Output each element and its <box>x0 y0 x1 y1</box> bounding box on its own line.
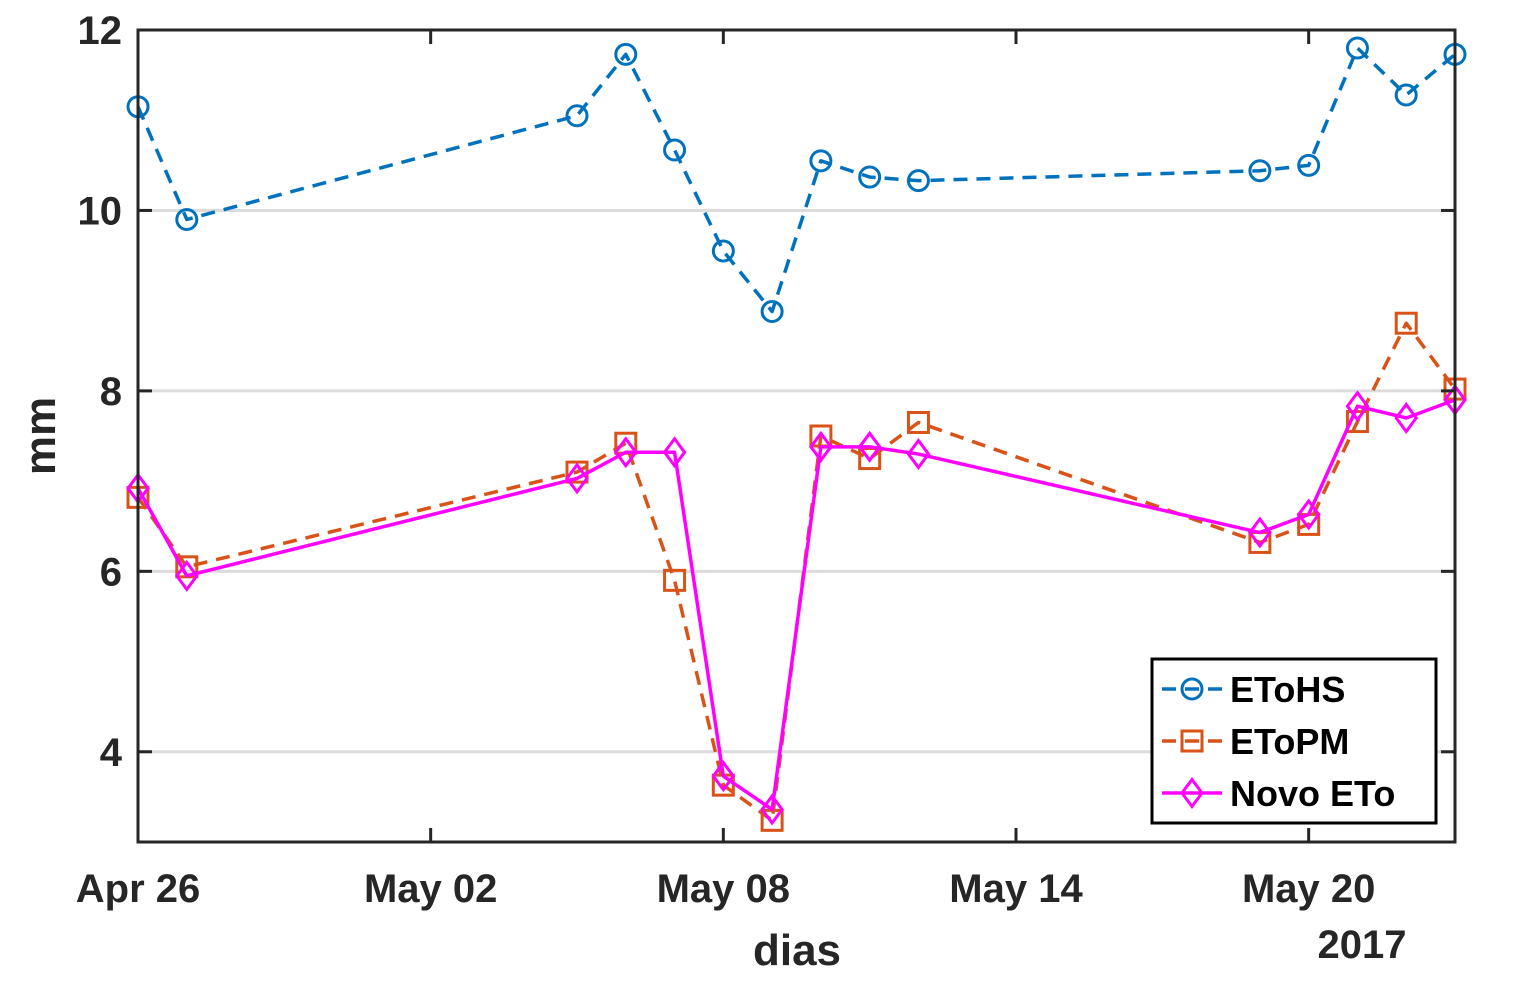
legend-entry: EToPM <box>1230 721 1349 762</box>
x-axis-label: dias <box>753 926 841 975</box>
data-point <box>1345 36 1369 60</box>
legend-marker <box>1180 729 1204 753</box>
y-tick-label: 6 <box>100 550 122 594</box>
y-tick-label: 12 <box>78 9 123 53</box>
data-point <box>711 239 735 263</box>
legend-entry: Novo ETo <box>1230 773 1395 814</box>
data-point <box>175 207 199 231</box>
data-point <box>906 410 930 434</box>
data-point <box>1394 83 1418 107</box>
data-point <box>1345 410 1369 434</box>
series-line <box>136 398 1456 812</box>
data-point <box>760 299 784 323</box>
y-tick-label: 10 <box>78 189 123 233</box>
data-point <box>1248 159 1272 183</box>
series-2 <box>126 383 1467 826</box>
data-point <box>614 42 638 66</box>
data-point <box>1394 401 1419 434</box>
series-0 <box>126 36 1467 323</box>
axis-ticks: 4 6 8 10 12 Apr 26 May 02 May 08 May 14 May 20 <box>76 9 1455 911</box>
series-layer <box>126 36 1467 832</box>
legend: EToHS EToPM Novo ETo <box>1150 657 1438 825</box>
x-axis-year-label: 2017 <box>1318 923 1407 967</box>
data-point <box>1297 153 1321 177</box>
x-tick-label: May 20 <box>1242 867 1375 911</box>
x-tick-label: May 08 <box>657 867 790 911</box>
data-point <box>663 568 687 592</box>
data-point <box>906 438 931 471</box>
legend-entry: EToHS <box>1230 669 1345 710</box>
x-tick-label: May 14 <box>949 867 1083 911</box>
plot-frame <box>136 28 1457 844</box>
data-point <box>906 169 930 193</box>
data-point <box>174 559 199 592</box>
data-point <box>613 436 638 469</box>
data-point <box>858 165 882 189</box>
series-line <box>136 46 1457 314</box>
data-point <box>1394 311 1418 335</box>
data-point <box>711 760 736 793</box>
legend-marker <box>1180 776 1204 810</box>
data-point <box>565 462 589 495</box>
data-point <box>857 430 882 463</box>
data-point <box>663 138 687 162</box>
data-point <box>565 104 589 128</box>
y-tick-label: 8 <box>100 370 122 414</box>
data-point <box>662 436 687 469</box>
grid-lines <box>138 28 1455 754</box>
legend-marker <box>1180 677 1204 701</box>
data-point <box>1248 516 1272 549</box>
data-point <box>1345 390 1370 423</box>
series-line <box>136 321 1457 823</box>
x-tick-label: May 02 <box>364 867 497 911</box>
x-tick-label: Apr 26 <box>76 867 201 911</box>
y-tick-label: 4 <box>100 731 123 775</box>
data-point <box>809 430 833 463</box>
data-point <box>760 793 784 826</box>
data-point <box>1296 498 1321 531</box>
data-point <box>809 149 833 173</box>
y-axis-label: mm <box>16 397 65 475</box>
